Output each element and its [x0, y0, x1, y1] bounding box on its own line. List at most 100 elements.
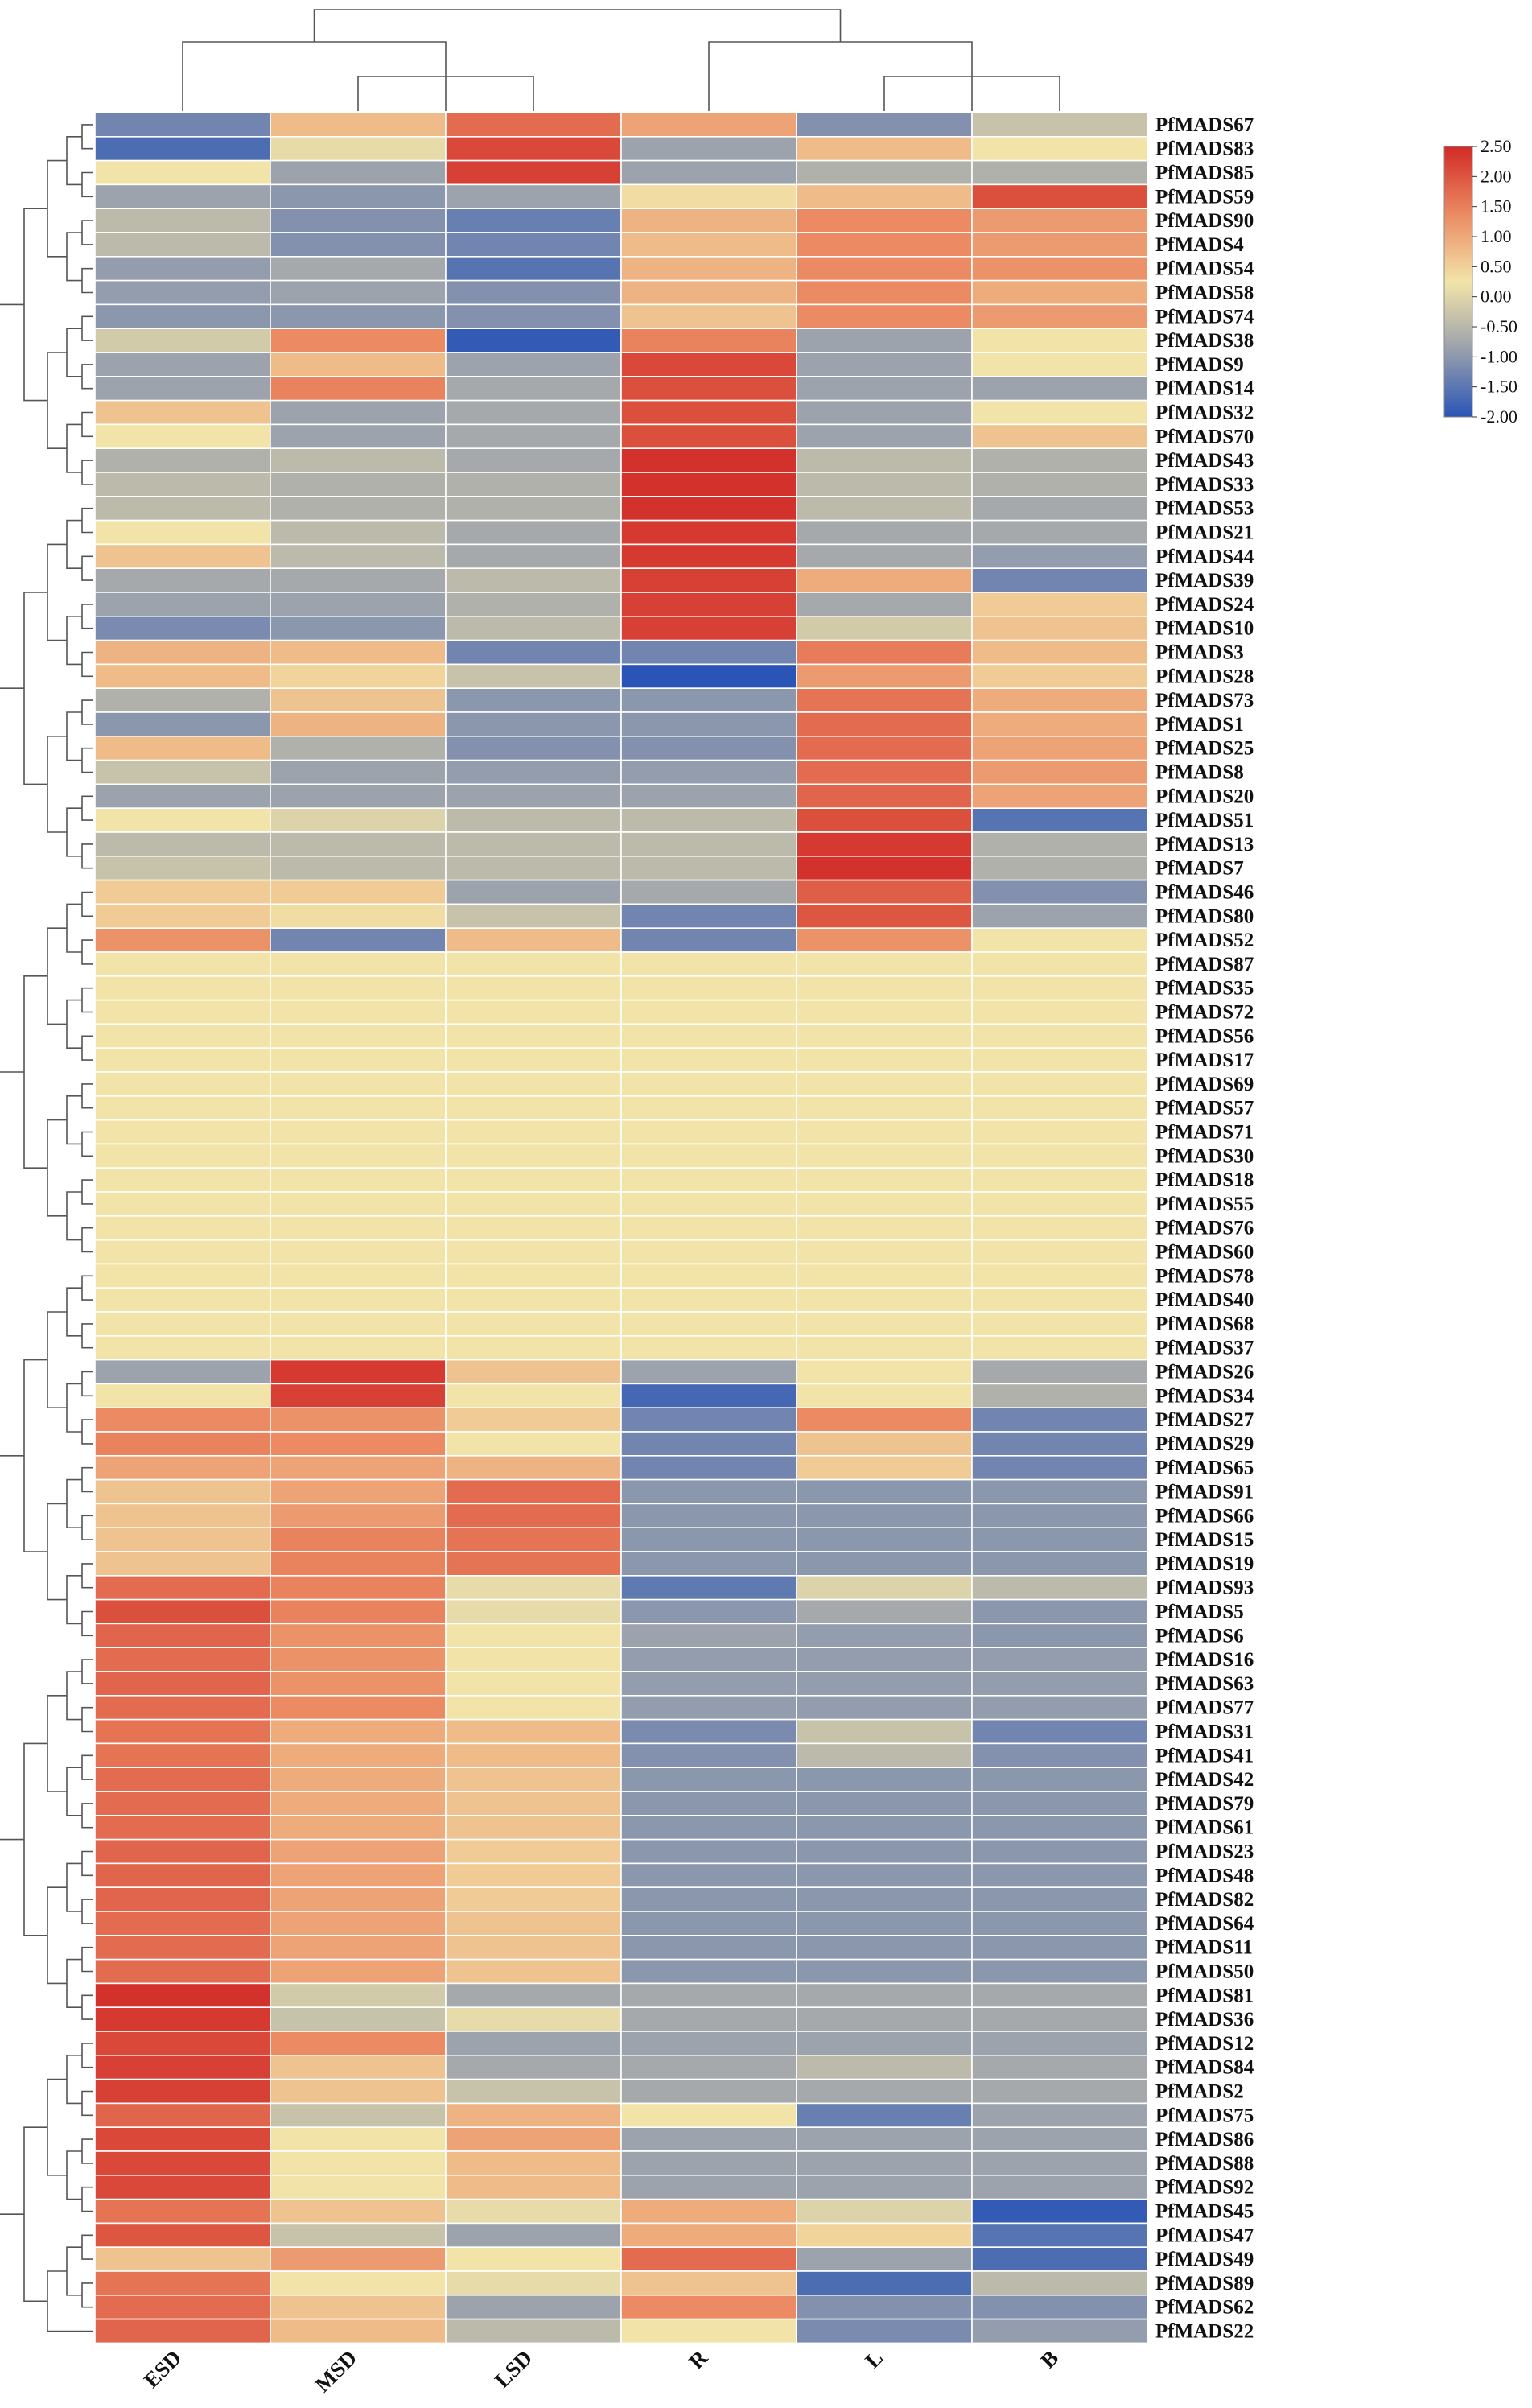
heatmap-cell — [94, 711, 271, 737]
row-label: PfMADS82 — [1155, 1889, 1254, 1911]
heatmap-cell — [94, 1647, 271, 1672]
heatmap-cell — [971, 1718, 1148, 1745]
heatmap-cell — [796, 1862, 973, 1888]
heatmap-cell — [94, 2006, 271, 2032]
row-label: PfMADS3 — [1155, 642, 1244, 664]
dendrogram-branch — [81, 555, 93, 581]
heatmap-cell — [796, 1167, 973, 1193]
colorbar-tick-label: 0.50 — [1481, 256, 1512, 276]
dendrogram-branch — [47, 2270, 93, 2332]
dendrogram-branch — [81, 220, 93, 245]
heatmap-cell — [971, 1767, 1148, 1792]
heatmap-cell — [796, 1478, 973, 1505]
dendrogram-branch — [66, 136, 82, 186]
heatmap-cell — [620, 303, 797, 329]
dendrogram-branch — [23, 1742, 47, 1936]
heatmap-cell — [94, 1886, 271, 1912]
row-label: PfMADS49 — [1155, 2249, 1254, 2270]
heatmap-cell — [94, 136, 271, 162]
dendrogram-branch — [81, 1227, 93, 1253]
heatmap-cell — [94, 447, 271, 473]
column-label: ESD — [139, 2345, 186, 2392]
heatmap-cell — [445, 1767, 622, 1792]
heatmap-cell — [620, 2126, 797, 2152]
heatmap-cell — [971, 1911, 1148, 1936]
heatmap-cell — [971, 951, 1148, 977]
heatmap-cell — [971, 1958, 1148, 1985]
heatmap-cell — [620, 1767, 797, 1792]
row-label: PfMADS15 — [1155, 1529, 1254, 1551]
heatmap-cell — [971, 1647, 1148, 1672]
row-label: PfMADS20 — [1155, 785, 1254, 807]
heatmap-cell — [796, 615, 973, 641]
heatmap-cell — [796, 783, 973, 810]
heatmap-cell — [971, 1671, 1148, 1697]
heatmap-cell — [620, 1263, 797, 1289]
dendrogram-branch — [0, 303, 24, 689]
heatmap-cell — [445, 1095, 622, 1121]
heatmap-cell — [94, 1598, 271, 1625]
dendrogram-branch — [81, 171, 93, 198]
heatmap-cell — [445, 1718, 622, 1745]
dendrogram-branch — [0, 1071, 24, 1457]
heatmap-cell — [445, 567, 622, 593]
heatmap-cell — [94, 2126, 271, 2152]
heatmap-cell — [445, 1455, 622, 1481]
row-label: PfMADS64 — [1155, 1913, 1254, 1935]
heatmap-cell — [445, 615, 622, 641]
heatmap-cell — [94, 328, 271, 353]
dendrogram-branch — [66, 232, 82, 282]
heatmap-cell — [270, 975, 447, 1001]
heatmap-cell — [270, 1911, 447, 1936]
heatmap-cell — [620, 1191, 797, 1217]
heatmap-cell — [796, 2318, 973, 2344]
heatmap-cell — [971, 2126, 1148, 2152]
heatmap-cell — [94, 519, 271, 546]
row-label: PfMADS54 — [1155, 258, 1254, 280]
heatmap-cell — [971, 687, 1148, 713]
dendrogram-branch — [0, 1838, 24, 2216]
heatmap-cell — [620, 495, 797, 522]
dendrogram-branch — [47, 1695, 67, 1792]
dendrogram-branch — [47, 1886, 67, 1985]
heatmap-cell — [445, 495, 622, 522]
heatmap-cell — [94, 303, 271, 329]
row-label: PfMADS9 — [1155, 354, 1244, 376]
heatmap-cell — [445, 1551, 622, 1577]
heatmap-cell — [94, 1407, 271, 1433]
heatmap-cell — [94, 1478, 271, 1505]
heatmap-cell — [270, 328, 447, 353]
heatmap-cell — [796, 1718, 973, 1745]
heatmap-cell — [971, 1047, 1148, 1073]
heatmap-cell — [796, 1383, 973, 1409]
heatmap-cell — [445, 2102, 622, 2128]
colorbar-tick-label: -1.00 — [1481, 346, 1518, 366]
heatmap-cell — [94, 1335, 271, 1361]
heatmap-cell — [620, 2031, 797, 2056]
dendrogram-branch — [66, 1191, 82, 1241]
heatmap-cell — [94, 1815, 271, 1841]
heatmap-cell — [796, 1911, 973, 1936]
dendrogram-branch — [81, 124, 93, 150]
heatmap-cell — [445, 2318, 622, 2344]
heatmap-cell — [270, 999, 447, 1025]
heatmap-cell — [445, 2126, 622, 2152]
heatmap-cell — [94, 2246, 271, 2272]
heatmap-cell — [270, 447, 447, 473]
row-label: PfMADS77 — [1155, 1697, 1254, 1719]
heatmap-cell — [971, 1431, 1148, 1457]
heatmap-cell — [620, 1718, 797, 1745]
row-label: PfMADS79 — [1155, 1793, 1254, 1815]
heatmap-cell — [796, 639, 973, 666]
heatmap-cell — [445, 472, 622, 497]
heatmap-cell — [94, 375, 271, 402]
heatmap-cell — [971, 975, 1148, 1001]
heatmap-cell — [620, 1671, 797, 1697]
heatmap-cell — [94, 856, 271, 881]
heatmap-cell — [971, 1167, 1148, 1193]
row-label: PfMADS26 — [1155, 1362, 1254, 1383]
heatmap-cell — [620, 1383, 797, 1409]
heatmap-cell — [270, 2222, 447, 2248]
heatmap-cell — [270, 255, 447, 282]
heatmap-cell — [445, 1935, 622, 1961]
